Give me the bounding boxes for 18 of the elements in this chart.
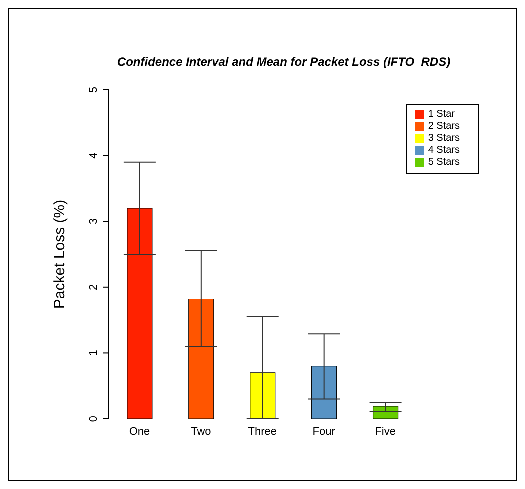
legend-label: 2 Stars [428,121,460,132]
x-tick-label: Three [248,426,278,438]
legend-label: 1 Star [428,109,455,120]
y-tick-label: 1 [88,350,100,356]
legend-label: 5 Stars [428,157,460,168]
y-tick-label: 2 [88,284,100,290]
chart-title: Confidence Interval and Mean for Packet Loss (IFTO_RDS) [116,55,452,69]
y-tick-label: 3 [88,218,100,225]
y-tick-label: 4 [88,152,100,159]
x-tick-label: Four [312,426,336,438]
x-tick-label: One [129,426,150,438]
x-tick-label: Two [191,426,212,438]
y-tick-label: 0 [88,416,100,422]
legend-label: 4 Stars [428,145,460,156]
y-tick-label: 5 [88,86,100,94]
x-tick-label: Five [375,426,396,438]
y-axis-title: Packet Loss (%) [51,200,68,310]
legend-label: 3 Stars [428,133,460,144]
